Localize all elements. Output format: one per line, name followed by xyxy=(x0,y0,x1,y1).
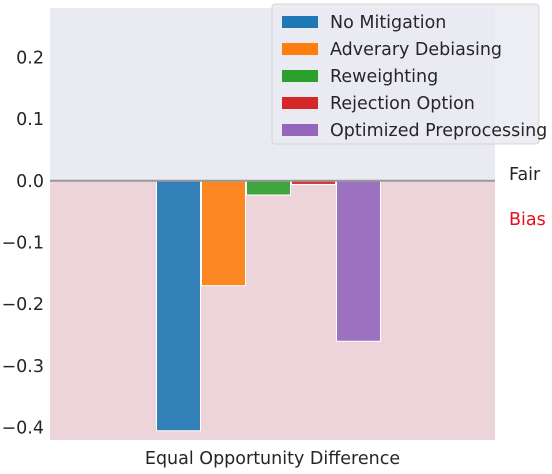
legend-swatch xyxy=(282,124,318,136)
y-tick-label: 0.1 xyxy=(16,110,44,130)
bar-no-mitigation xyxy=(156,180,201,432)
legend-box xyxy=(271,3,540,145)
legend-swatch xyxy=(282,70,318,82)
y-tick-label: −0.4 xyxy=(2,419,45,439)
bar-adverary-debiasing xyxy=(201,180,246,287)
legend-label: Reweighting xyxy=(330,67,438,87)
y-tick-label: −0.2 xyxy=(2,295,45,315)
bars xyxy=(156,180,381,432)
legend-swatch xyxy=(282,16,318,28)
region-labels: Fair Bias xyxy=(509,165,546,230)
legend-swatch xyxy=(282,43,318,55)
x-axis-ticks: Equal Opportunity Difference xyxy=(145,449,400,469)
legend-swatch xyxy=(282,97,318,109)
bias-region xyxy=(50,180,495,441)
x-tick-label: Equal Opportunity Difference xyxy=(145,449,400,469)
bias-region-label: Bias xyxy=(509,210,546,230)
y-tick-label: −0.3 xyxy=(2,357,45,377)
fair-region-label: Fair xyxy=(509,165,541,185)
bar-reweighting xyxy=(246,180,291,196)
legend-label: No Mitigation xyxy=(330,13,446,33)
y-tick-label: −0.1 xyxy=(2,234,45,254)
legend-label: Optimized Preprocessing xyxy=(330,121,547,141)
y-tick-label: 0.2 xyxy=(16,48,44,68)
legend-label: Adverary Debiasing xyxy=(330,40,502,60)
y-axis-ticks: 0.2 0.1 0.0 −0.1 −0.2 −0.3 −0.4 xyxy=(2,48,45,438)
y-tick-label: 0.0 xyxy=(16,172,44,192)
bar-optimized-preprocessing xyxy=(336,180,381,342)
legend: No Mitigation Adverary Debiasing Reweighti… xyxy=(271,3,547,145)
legend-label: Rejection Option xyxy=(330,94,475,114)
